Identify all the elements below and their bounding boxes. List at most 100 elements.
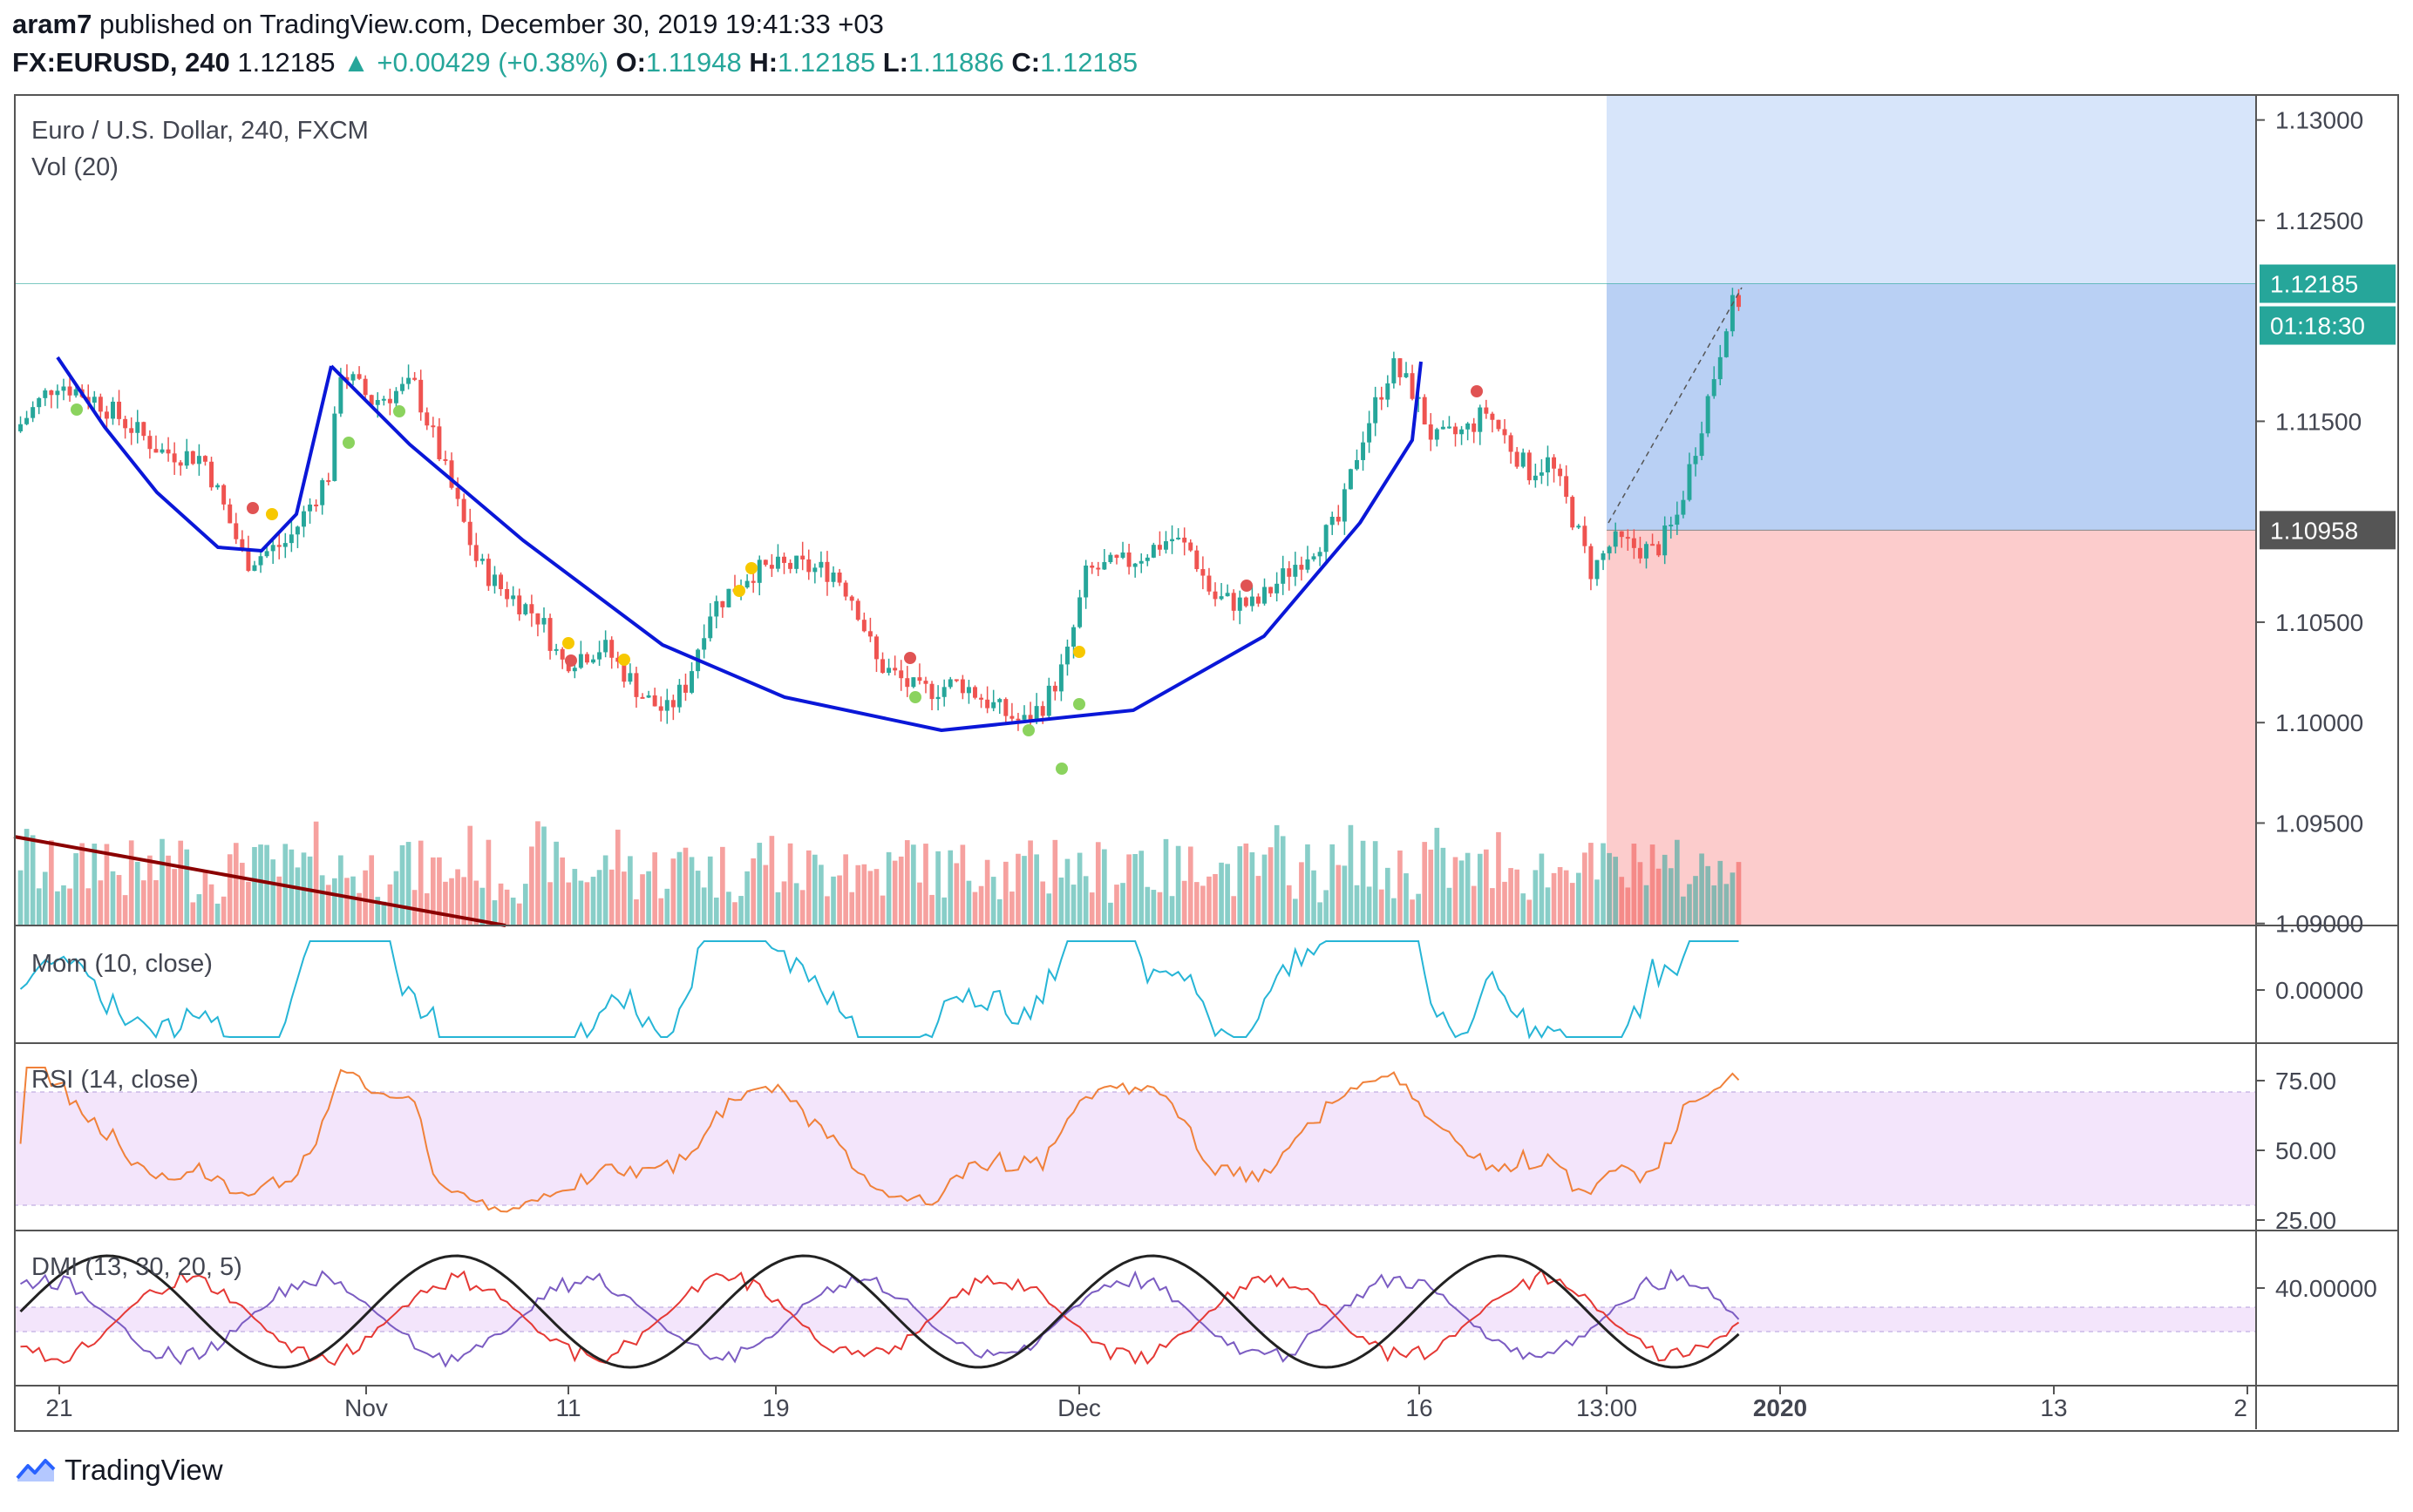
volume-bar xyxy=(1187,846,1193,926)
volume-bar xyxy=(221,896,227,926)
candle-body xyxy=(1164,541,1168,550)
time-tick-label: 13:00 xyxy=(1576,1394,1637,1421)
entry-price-badge: 1.10958 xyxy=(2270,517,2358,544)
volume-bar xyxy=(1539,853,1545,926)
volume-bar xyxy=(849,892,855,926)
volume-bar xyxy=(793,883,799,926)
candle-body xyxy=(1459,429,1465,435)
candle-body xyxy=(923,681,928,684)
volume-bar xyxy=(1193,882,1200,926)
volume-bar xyxy=(1200,885,1206,926)
volume-bar xyxy=(1126,854,1132,926)
candle-body xyxy=(1379,397,1384,400)
signal-dot xyxy=(562,637,574,649)
volume-bar xyxy=(1255,876,1261,926)
stop-zone xyxy=(1607,530,2256,926)
candle-body xyxy=(246,547,251,571)
volume-bar xyxy=(837,875,842,926)
volume-bar xyxy=(683,847,689,926)
candle-body xyxy=(1293,565,1298,577)
signal-dot xyxy=(1073,646,1085,658)
volume-bar xyxy=(1311,870,1316,926)
signal-dot xyxy=(745,562,758,574)
volume-bar xyxy=(1711,885,1717,926)
candle-body xyxy=(443,458,448,461)
volume-bar xyxy=(498,883,504,926)
candle-body xyxy=(178,462,183,466)
candle-body xyxy=(473,545,479,561)
candle-body xyxy=(141,422,146,437)
signal-dot xyxy=(1240,580,1253,592)
candle-body xyxy=(726,588,731,607)
candle-body xyxy=(326,480,331,483)
candle-body xyxy=(800,555,805,559)
footer-brand[interactable]: TradingView xyxy=(16,1454,223,1487)
signal-dot xyxy=(618,654,630,666)
candle-body xyxy=(1490,413,1495,420)
volume-bar xyxy=(1569,883,1575,926)
candle-body xyxy=(18,424,24,431)
candle-body xyxy=(1391,358,1397,383)
candle-body xyxy=(190,451,195,464)
volume-bar xyxy=(1465,852,1471,926)
volume-bar xyxy=(831,876,836,926)
volume-bar xyxy=(522,884,528,926)
candle-body xyxy=(1329,517,1335,525)
countdown-badge-bg xyxy=(2260,306,2396,345)
candle-body xyxy=(1508,435,1513,452)
candle-body xyxy=(437,426,442,459)
volume-bar xyxy=(1452,857,1458,926)
volume-bar xyxy=(1508,868,1513,926)
candle-body xyxy=(499,574,504,589)
volume-bar xyxy=(1619,877,1625,926)
candle-body xyxy=(1552,457,1557,469)
volume-bar xyxy=(246,881,251,926)
target-zone-reached xyxy=(1607,283,2256,531)
volume-bar xyxy=(1520,893,1526,926)
cup-main-curve xyxy=(330,361,1423,732)
volume-bar xyxy=(923,844,928,926)
volume-bar xyxy=(695,871,701,926)
volume-bar xyxy=(98,880,104,926)
volume-bar xyxy=(1668,868,1674,926)
candle-body xyxy=(751,580,756,583)
high-label: H: xyxy=(749,47,778,78)
candle-body xyxy=(1669,525,1674,527)
volume-bar xyxy=(529,846,534,926)
candle-body xyxy=(252,565,257,571)
publish-info: published on TradingView.com, December 3… xyxy=(99,9,884,39)
candle-body xyxy=(591,659,595,663)
volume-bar xyxy=(214,903,221,926)
volume-bar xyxy=(1551,872,1557,926)
countdown-badge: 01:18:30 xyxy=(2270,313,2365,340)
volume-bar xyxy=(1095,842,1101,926)
volume-bar xyxy=(578,880,584,926)
volume-bar xyxy=(455,869,460,926)
volume-bar xyxy=(972,892,978,926)
candle-body xyxy=(843,582,848,597)
candle-body xyxy=(1564,476,1569,498)
candle-body xyxy=(560,648,565,660)
volume-bar xyxy=(880,895,886,926)
volume-bar xyxy=(732,902,737,926)
time-tick-label: Dec xyxy=(1057,1394,1101,1421)
volume-bar xyxy=(608,869,615,926)
candle-body xyxy=(849,596,854,601)
candle-body xyxy=(1188,542,1193,551)
volume-bar xyxy=(381,901,387,926)
candle-body xyxy=(578,654,583,668)
candle-body xyxy=(153,449,159,453)
candle-body xyxy=(597,652,602,660)
candle-body xyxy=(1003,699,1009,716)
rsi-tick-label: 25.00 xyxy=(2275,1207,2336,1234)
signal-dot xyxy=(909,691,921,703)
candle-body xyxy=(775,556,780,569)
volume-bar xyxy=(1280,836,1286,926)
volume-bar xyxy=(276,876,282,926)
candle-body xyxy=(1736,295,1741,308)
candle-body xyxy=(1028,715,1033,722)
volume-bar xyxy=(313,821,319,926)
volume-bar xyxy=(1132,854,1138,926)
candle-body xyxy=(1699,433,1704,457)
